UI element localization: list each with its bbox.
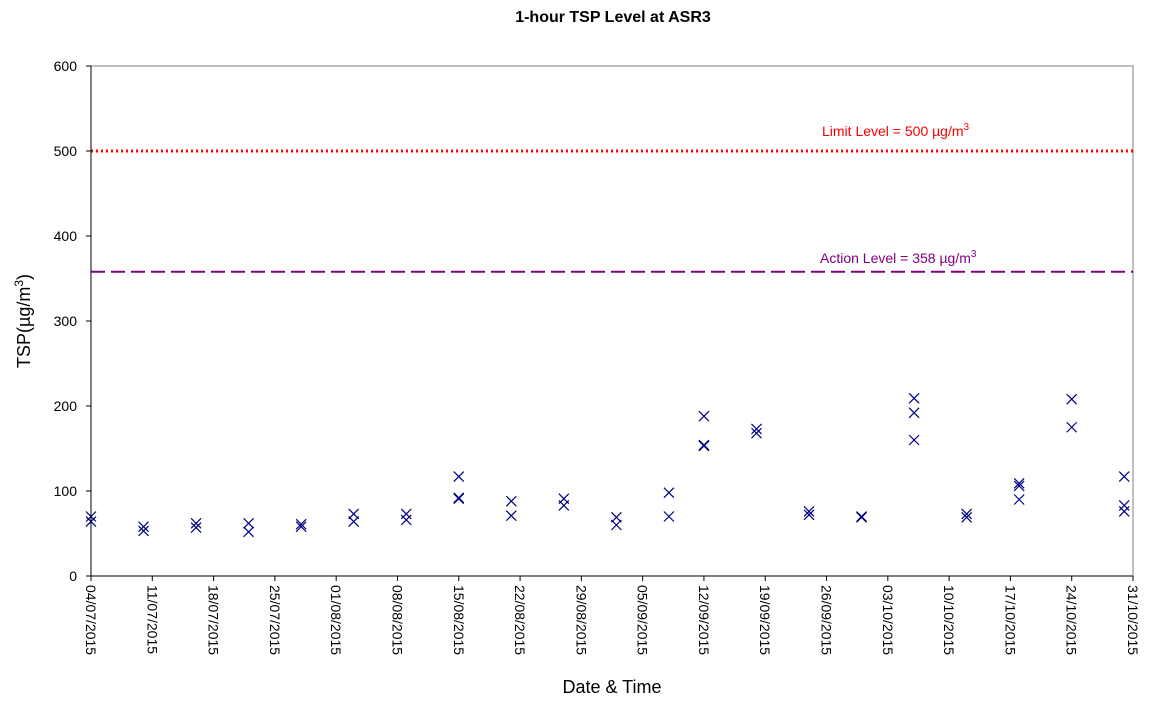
x-tick-label: 29/08/2015 [573, 585, 589, 655]
x-tick-label: 25/07/2015 [267, 585, 283, 655]
limit-level-label: Limit Level = 500 µg/m3 [822, 122, 970, 139]
x-tick-label: 26/09/2015 [819, 585, 835, 655]
x-axis-ticks: 04/07/2015 11/07/2015 18/07/2015 25/07/2015… [83, 576, 1141, 655]
x-tick-label: 10/10/2015 [941, 585, 957, 655]
x-tick-label: 31/10/2015 [1125, 585, 1141, 655]
reference-lines: Limit Level = 500 µg/m3 Action Level = 35… [91, 122, 1133, 273]
data-point [803, 509, 815, 521]
data-point [295, 518, 307, 530]
data-point [1013, 477, 1025, 489]
data-point [453, 492, 465, 504]
y-tick-label: 200 [54, 398, 78, 414]
data-point [1013, 480, 1025, 492]
data-point [698, 410, 710, 422]
data-point [856, 511, 867, 522]
data-point [698, 439, 710, 451]
x-tick-label: 24/10/2015 [1064, 585, 1080, 655]
x-tick-label: 17/10/2015 [1002, 585, 1018, 655]
data-point [1118, 471, 1130, 482]
data-point [190, 522, 202, 533]
data-point [138, 525, 149, 537]
data-point [663, 511, 675, 522]
y-axis-ticks: 0 100 200 300 400 500 600 [54, 58, 91, 584]
data-point [751, 427, 762, 439]
data-point [1066, 393, 1078, 405]
plot-area [90, 65, 1134, 577]
chart-title: 1-hour TSP Level at ASR3 [515, 9, 711, 26]
data-point [610, 511, 622, 523]
y-tick-label: 100 [54, 483, 78, 499]
x-tick-label: 03/10/2015 [880, 585, 896, 655]
data-point [908, 392, 920, 404]
x-tick-label: 12/09/2015 [696, 585, 712, 655]
data-point [908, 434, 920, 446]
y-tick-label: 500 [54, 143, 78, 159]
data-point [558, 500, 570, 511]
x-tick-label: 22/08/2015 [512, 585, 528, 655]
data-point [663, 487, 675, 499]
data-point [908, 407, 920, 419]
x-tick-label: 05/09/2015 [635, 585, 651, 655]
y-tick-label: 0 [69, 568, 77, 584]
data-point [453, 493, 465, 505]
x-tick-label: 08/08/2015 [389, 585, 405, 655]
action-level-label: Action Level = 358 µg/m3 [820, 249, 977, 266]
data-point [505, 510, 517, 522]
data-point [400, 514, 412, 526]
y-tick-label: 300 [54, 313, 78, 329]
y-tick-label: 400 [54, 228, 78, 244]
data-point [610, 519, 622, 531]
data-point [803, 505, 815, 517]
data-point [243, 517, 255, 529]
data-point [190, 517, 202, 529]
data-points [85, 392, 1130, 538]
x-tick-label: 11/07/2015 [144, 585, 160, 654]
data-point [698, 440, 710, 452]
data-point [348, 508, 360, 520]
data-point [751, 423, 762, 435]
data-point [295, 521, 307, 533]
x-tick-label: 15/08/2015 [451, 585, 467, 655]
data-point [961, 508, 973, 520]
data-point [138, 521, 149, 533]
x-axis-label: Date & Time [562, 677, 661, 697]
data-point [453, 471, 465, 482]
y-tick-label: 600 [54, 58, 78, 74]
x-tick-label: 01/08/2015 [328, 585, 344, 655]
data-point [961, 511, 973, 523]
x-tick-label: 04/07/2015 [83, 585, 99, 655]
data-point [856, 511, 867, 523]
data-point [1118, 505, 1130, 517]
data-point [348, 516, 360, 528]
x-tick-label: 18/07/2015 [206, 585, 222, 655]
x-tick-label: 19/09/2015 [757, 585, 773, 655]
y-axis-label: TSP(µg/m3) [12, 274, 34, 368]
data-point [1066, 421, 1078, 433]
data-point [243, 526, 255, 538]
data-point [1013, 494, 1025, 505]
data-point [505, 495, 517, 507]
